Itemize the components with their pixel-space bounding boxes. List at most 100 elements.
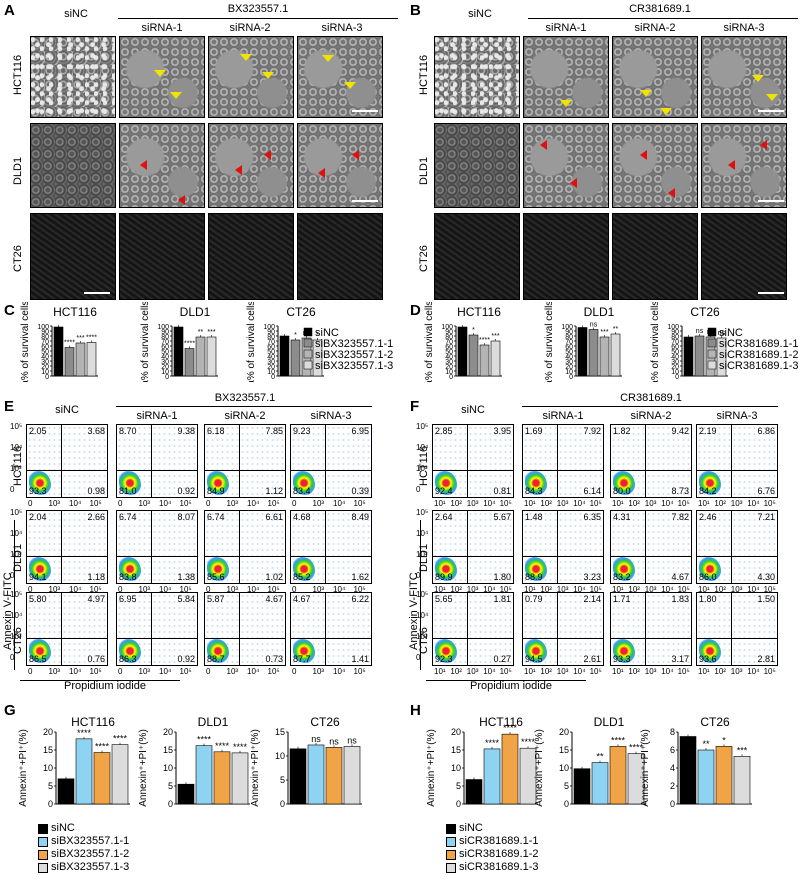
y-tick-label: 100 <box>441 324 453 331</box>
bar <box>577 327 588 377</box>
scale-bar <box>758 200 784 202</box>
quadrant-percentage: 0.73 <box>265 654 283 664</box>
bar <box>325 747 343 805</box>
significance-label: ** <box>198 329 204 336</box>
flow-plot: 2.64 5.67 89.9 1.80 <box>432 510 514 584</box>
x-tick-label: 10⁵ <box>353 585 366 594</box>
quadrant-gate-vertical <box>150 511 152 583</box>
quadrant-percentage: 0.27 <box>493 654 511 664</box>
y-tick-label: 20 <box>43 727 53 737</box>
legend-swatch <box>303 338 313 348</box>
quadrant-percentage: 9.42 <box>671 426 689 436</box>
y-tick-label: 15 <box>163 745 173 755</box>
y-tick-label: 10 <box>161 369 169 376</box>
flow-plot: 6.74 6.61 85.6 1.02 <box>204 510 286 584</box>
y-tick-label: 80 <box>445 334 453 341</box>
y-tick-label: 30 <box>41 359 49 366</box>
x-tick-label: 10⁴ <box>69 585 82 594</box>
significance-label: **** <box>86 335 97 342</box>
micrograph <box>297 123 383 208</box>
panel-label-h: H <box>410 702 421 719</box>
y-tick-label: 40 <box>41 354 49 361</box>
y-tick-label: 10 <box>451 763 461 773</box>
yellow-arrowhead-icon <box>154 70 166 77</box>
quadrant-percentage: 8.73 <box>671 486 689 496</box>
row-label: CT26 <box>418 245 430 272</box>
x-tick-label: 10⁴ <box>573 585 586 594</box>
chart-title: DLD1 <box>180 305 211 319</box>
bar <box>206 336 217 377</box>
y-tick-label: 70 <box>267 339 275 346</box>
x-tick-label: 0 <box>292 499 297 508</box>
y-tick-label: 20 <box>163 727 173 737</box>
significance-label: **** <box>113 734 128 744</box>
x-tick-label: 10³ <box>138 585 151 594</box>
col-label: siRNA-1 <box>542 410 584 422</box>
significance-label: **** <box>503 723 518 733</box>
x-tick-label: 10¹ <box>698 499 710 508</box>
flow-density-cluster <box>525 471 547 495</box>
micrograph <box>523 213 609 300</box>
y-tick-label: 90 <box>41 329 49 336</box>
x-tick-label: 10⁵ <box>179 585 192 594</box>
red-arrowhead-icon <box>264 150 271 160</box>
bar <box>573 768 591 805</box>
red-arrowhead-icon <box>235 165 242 175</box>
quadrant-percentage: 94.1 <box>29 572 47 582</box>
y-tick-label: 0 <box>416 485 421 494</box>
bar <box>93 752 111 805</box>
bar <box>733 755 751 805</box>
x-tick-label: 10³ <box>556 585 569 594</box>
y-tick-label: 20 <box>267 364 275 371</box>
y-tick-label: 30 <box>161 359 169 366</box>
y-tick-label: 80 <box>161 334 169 341</box>
y-tick-label: 30 <box>267 359 275 366</box>
quadrant-percentage: 0.76 <box>87 654 105 664</box>
quadrant-gate-vertical <box>466 511 468 583</box>
quadrant-percentage: 0.39 <box>351 486 369 496</box>
y-tick-label: 90 <box>565 329 573 336</box>
quadrant-gate-horizontal <box>523 555 603 557</box>
quadrant-percentage: 1.62 <box>351 572 369 582</box>
x-tick-label: 10¹ <box>612 585 624 594</box>
bar <box>64 347 75 377</box>
legend-swatch <box>707 327 717 337</box>
y-tick-label: 15 <box>451 745 461 755</box>
y-axis-label: Annexin⁺+PI⁺(%) <box>138 729 149 807</box>
x-tick-label: 10³ <box>226 585 239 594</box>
quadrant-percentage: 2.66 <box>87 512 105 522</box>
quadrant-percentage: 86.5 <box>29 654 47 664</box>
chart-title: DLD1 <box>584 305 615 319</box>
y-tick-label: 4 <box>670 763 675 773</box>
quadrant-percentage: 6.22 <box>351 594 369 604</box>
y-tick-label: 60 <box>671 344 679 351</box>
quadrant-gate-horizontal <box>117 637 197 639</box>
quadrant-percentage: 84.3 <box>525 486 543 496</box>
y-tick-label: 0 <box>449 374 453 381</box>
quadrant-percentage: 92.3 <box>435 654 453 664</box>
bar <box>479 344 490 377</box>
x-tick-label: 0 <box>118 667 123 676</box>
x-tick-label: 10⁵ <box>353 499 366 508</box>
y-axis-label: Annexin⁺+PI⁺(%) <box>534 729 545 807</box>
quadrant-percentage: 7.82 <box>671 512 689 522</box>
micrograph <box>434 123 520 208</box>
quadrant-percentage: 94.5 <box>525 654 543 664</box>
quadrant-percentage: 6.95 <box>119 594 137 604</box>
legend-swatch <box>446 824 456 834</box>
quadrant-percentage: 5.65 <box>435 594 453 604</box>
quadrant-percentage: 3.17 <box>671 654 689 664</box>
quadrant-percentage: 1.83 <box>671 594 689 604</box>
x-tick-label: 10³ <box>48 667 61 676</box>
bar <box>697 749 715 805</box>
quadrant-gate-horizontal <box>291 469 371 471</box>
yellow-arrowhead-icon <box>640 90 652 97</box>
y-axis-label: Area% of survival cells <box>246 302 257 382</box>
y-tick-label: 15 <box>275 727 285 737</box>
quadrant-percentage: 84.2 <box>699 486 717 496</box>
flow-density-cluster <box>613 639 635 663</box>
micrograph <box>701 36 787 118</box>
bar <box>694 335 705 377</box>
x-tick-label: 0 <box>118 499 123 508</box>
y-axis-label: Annexin V-FITC <box>2 572 14 650</box>
